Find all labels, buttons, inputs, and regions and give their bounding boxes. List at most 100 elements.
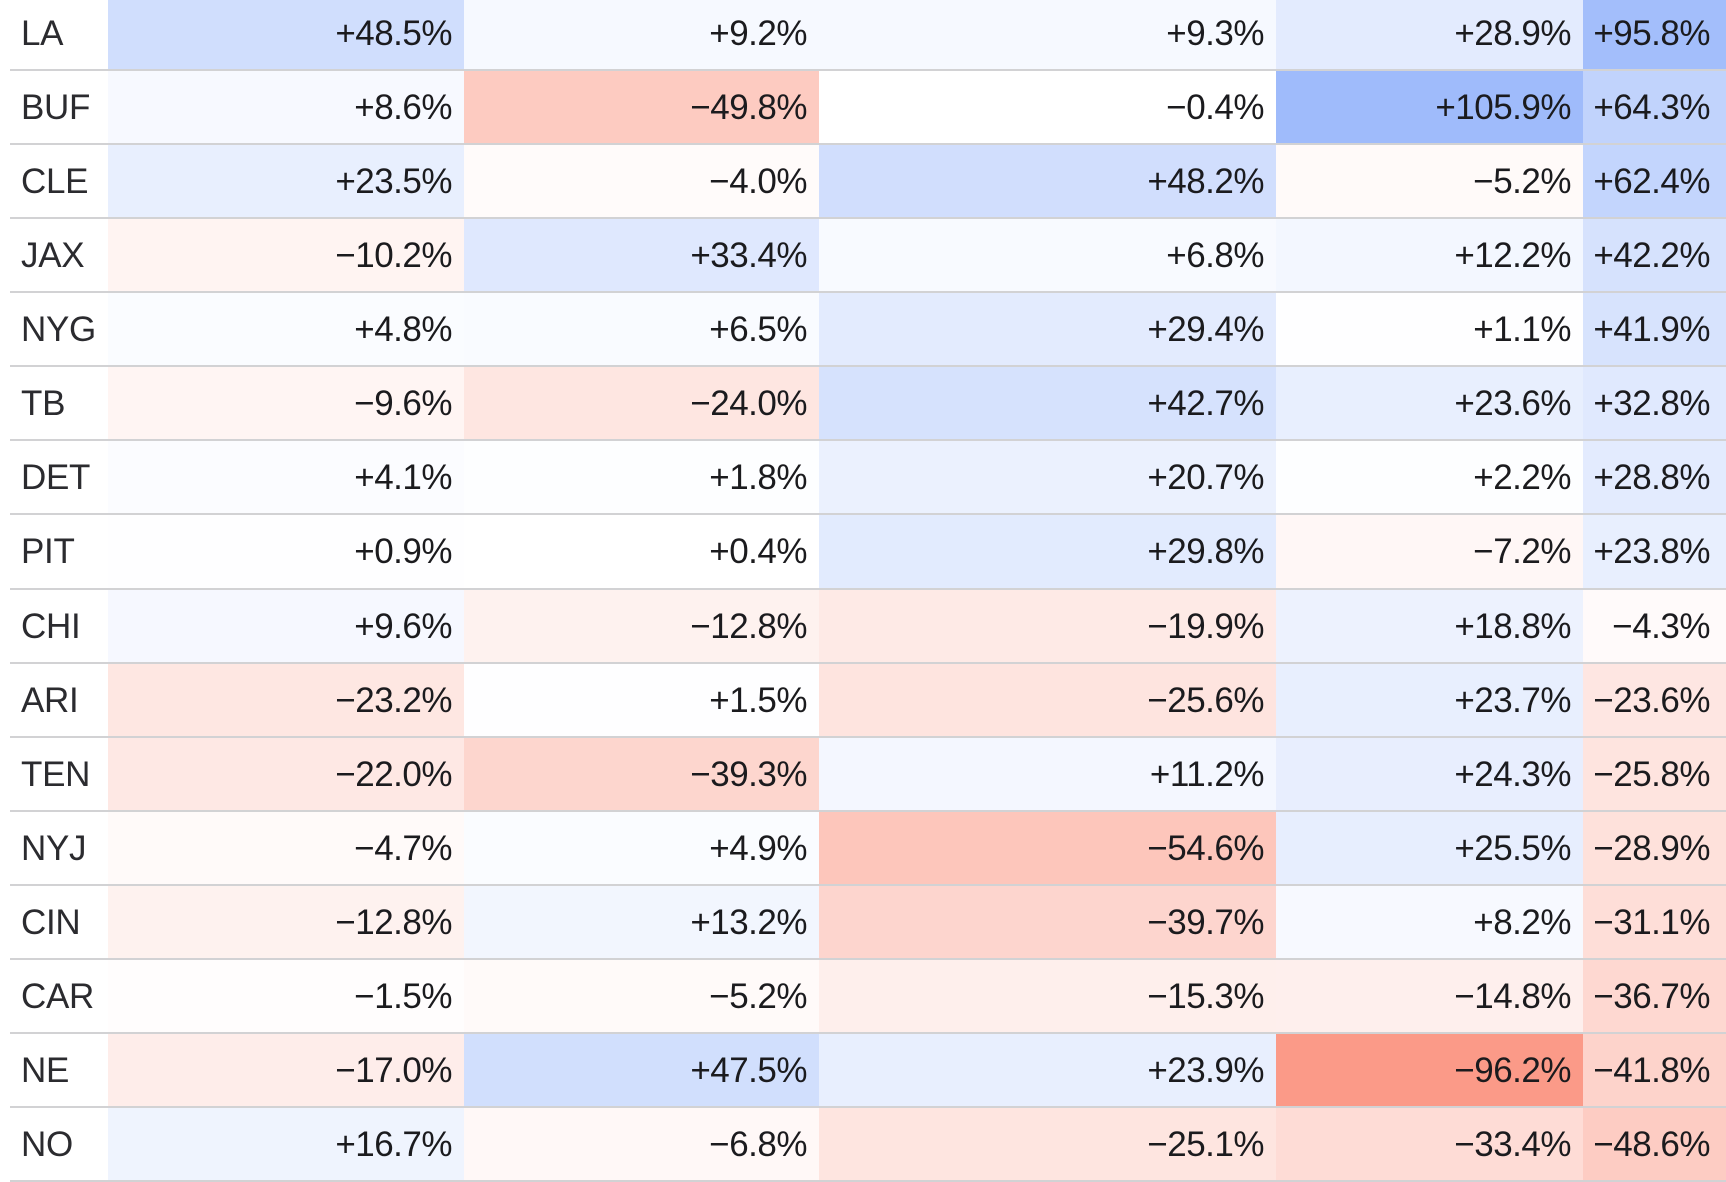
- heatmap-cell: −14.8%: [1276, 959, 1583, 1034]
- cell-value: +32.8%: [1593, 384, 1710, 424]
- heatmap-cell: −19.9%: [819, 589, 1276, 664]
- cell-value: +105.9%: [1435, 88, 1571, 128]
- heatmap-cell: −96.2%: [1276, 1033, 1583, 1108]
- row-label-nyg: NYG: [21, 310, 96, 350]
- cell-value: −23.6%: [1593, 680, 1710, 720]
- heatmap-cell: +29.8%: [819, 515, 1276, 590]
- cell-value: +0.4%: [709, 532, 807, 572]
- row-label-det: DET: [21, 458, 91, 498]
- heatmap-cell: +1.1%: [1276, 293, 1583, 368]
- table-row-nyg: NYG +4.8% +6.5% +29.4% +1.1% +41.9%: [0, 293, 1726, 368]
- cell-value: +28.8%: [1593, 458, 1710, 498]
- table-row-cin: CIN −12.8% +13.2% −39.7% +8.2% −31.1%: [0, 885, 1726, 960]
- cell-value: −25.6%: [1147, 680, 1264, 720]
- cell-value: −4.7%: [354, 828, 452, 868]
- heatmap-cell: +8.6%: [108, 71, 464, 146]
- cell-value: −31.1%: [1593, 902, 1710, 942]
- cell-value: −48.6%: [1593, 1124, 1710, 1164]
- row-separator: [10, 809, 1726, 812]
- heatmap-cell: +6.8%: [819, 219, 1276, 294]
- heatmap-cell: +9.3%: [819, 0, 1276, 72]
- cell-value: −22.0%: [335, 754, 452, 794]
- table-row-pit: PIT +0.9% +0.4% +29.8% −7.2% +23.8%: [0, 515, 1726, 590]
- cell-value: +18.8%: [1454, 606, 1571, 646]
- cell-value: −41.8%: [1593, 1050, 1710, 1090]
- cell-value: +8.6%: [354, 88, 452, 128]
- heatmap-cell: +23.5%: [108, 145, 464, 220]
- cell-value: +47.5%: [690, 1050, 807, 1090]
- cell-value: −39.3%: [690, 754, 807, 794]
- heatmap-cell: +18.8%: [1276, 589, 1583, 664]
- heatmap-cell: −22.0%: [108, 737, 464, 812]
- heatmap-cell: −4.0%: [464, 145, 819, 220]
- row-separator: [10, 587, 1726, 590]
- row-separator: [10, 217, 1726, 220]
- cell-value: +20.7%: [1147, 458, 1264, 498]
- row-label-cin: CIN: [21, 902, 81, 942]
- heatmap-cell: +23.8%: [1583, 515, 1726, 590]
- heatmap-cell: −5.2%: [464, 959, 819, 1034]
- heatmap-cell: −39.3%: [464, 737, 819, 812]
- cell-value: +23.7%: [1454, 680, 1571, 720]
- heatmap-cell: −23.2%: [108, 663, 464, 738]
- heatmap-cell: −10.2%: [108, 219, 464, 294]
- cell-value: +28.9%: [1454, 14, 1571, 54]
- cell-value: −14.8%: [1454, 976, 1571, 1016]
- row-label-ne: NE: [21, 1050, 70, 1090]
- heatmap-cell: +2.2%: [1276, 441, 1583, 516]
- cell-value: −33.4%: [1454, 1124, 1571, 1164]
- cell-value: −25.1%: [1147, 1124, 1264, 1164]
- heatmap-cell: −7.2%: [1276, 515, 1583, 590]
- cell-value: −54.6%: [1147, 828, 1264, 868]
- heatmap-cell: −25.6%: [819, 663, 1276, 738]
- table-row-nyj: NYJ −4.7% +4.9% −54.6% +25.5% −28.9%: [0, 811, 1726, 886]
- cell-value: −12.8%: [690, 606, 807, 646]
- cell-value: +1.1%: [1473, 310, 1571, 350]
- cell-value: +12.2%: [1454, 236, 1571, 276]
- row-separator: [10, 957, 1726, 960]
- heatmap-cell: +48.5%: [108, 0, 464, 72]
- cell-value: +48.2%: [1147, 162, 1264, 202]
- cell-value: +4.1%: [354, 458, 452, 498]
- heatmap-cell: +0.4%: [464, 515, 819, 590]
- cell-value: −23.2%: [335, 680, 452, 720]
- row-label-cle: CLE: [21, 162, 89, 202]
- heatmap-cell: −4.3%: [1583, 589, 1726, 664]
- heatmap-cell: +95.8%: [1583, 0, 1726, 72]
- heatmap-cell: −23.6%: [1583, 663, 1726, 738]
- cell-value: −19.9%: [1147, 606, 1264, 646]
- heatmap-cell: +29.4%: [819, 293, 1276, 368]
- heatmap-cell: +6.5%: [464, 293, 819, 368]
- cell-value: +95.8%: [1593, 14, 1710, 54]
- heatmap-cell: +28.8%: [1583, 441, 1726, 516]
- row-separator: [10, 143, 1726, 146]
- heatmap-cell: −54.6%: [819, 811, 1276, 886]
- row-label-tb: TB: [21, 384, 66, 424]
- cell-value: −12.8%: [335, 902, 452, 942]
- row-label-la: LA: [21, 14, 64, 54]
- cell-value: −1.5%: [354, 976, 452, 1016]
- table-row-det: DET +4.1% +1.8% +20.7% +2.2% +28.8%: [0, 441, 1726, 516]
- table-row-jax: JAX −10.2% +33.4% +6.8% +12.2% +42.2%: [0, 219, 1726, 294]
- row-label-car: CAR: [21, 976, 94, 1016]
- heatmap-cell: −28.9%: [1583, 811, 1726, 886]
- cell-value: +64.3%: [1593, 88, 1710, 128]
- cell-value: −7.2%: [1473, 532, 1571, 572]
- row-separator: [10, 661, 1726, 664]
- heatmap-cell: +23.7%: [1276, 663, 1583, 738]
- cell-value: −36.7%: [1593, 976, 1710, 1016]
- table-row-chi: CHI +9.6% −12.8% −19.9% +18.8% −4.3%: [0, 589, 1726, 664]
- heatmap-cell: −6.8%: [464, 1107, 819, 1182]
- table-row-buf: BUF +8.6% −49.8% −0.4% +105.9% +64.3%: [0, 71, 1726, 146]
- heatmap-cell: −1.5%: [108, 959, 464, 1034]
- cell-value: −5.2%: [1473, 162, 1571, 202]
- table-row-ten: TEN −22.0% −39.3% +11.2% +24.3% −25.8%: [0, 737, 1726, 812]
- cell-value: +23.6%: [1454, 384, 1571, 424]
- cell-value: −39.7%: [1147, 902, 1264, 942]
- heatmap-cell: −31.1%: [1583, 885, 1726, 960]
- heatmap-cell: −48.6%: [1583, 1107, 1726, 1182]
- cell-value: −0.4%: [1166, 88, 1264, 128]
- cell-value: −10.2%: [335, 236, 452, 276]
- heatmap-cell: +9.2%: [464, 0, 819, 72]
- table-row-no: NO +16.7% −6.8% −25.1% −33.4% −48.6%: [0, 1107, 1726, 1182]
